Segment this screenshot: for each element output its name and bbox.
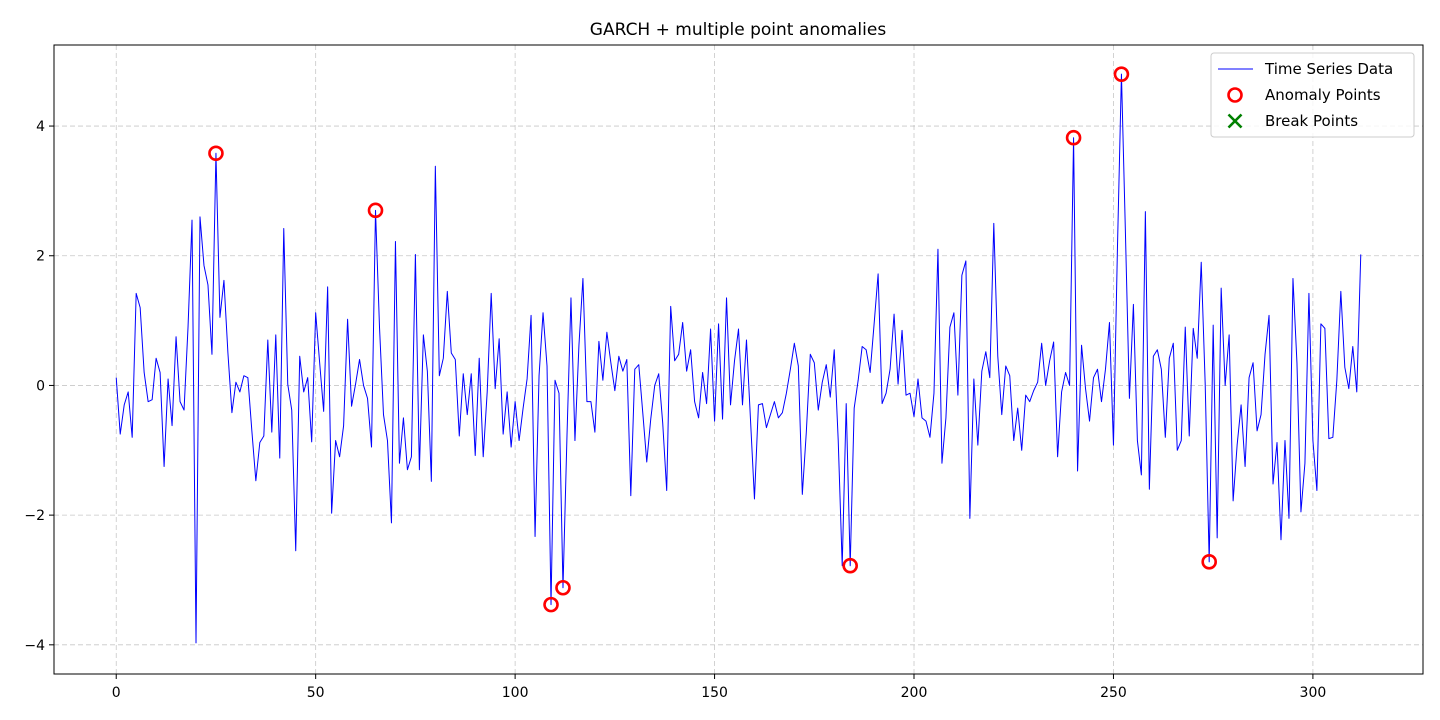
x-tick-label: 250 [1100, 685, 1127, 701]
x-tick-label: 0 [112, 685, 121, 701]
legend-box [1210, 52, 1415, 138]
anomaly-point [842, 557, 858, 574]
legend: Time Series Data Anomaly Points Break Poin… [1210, 52, 1415, 138]
x-tick-label: 100 [502, 685, 529, 701]
legend-label: Break Points [1265, 112, 1358, 130]
legend-circle-swatch [1227, 87, 1243, 103]
axes: 0 50 100 150 200 250 300 −4 −2 0 2 4 [24, 44, 1424, 701]
legend-label: Time Series Data [1264, 60, 1393, 78]
x-tick-label: 200 [901, 685, 928, 701]
plot-frame [53, 44, 1424, 675]
y-tick-label: −2 [24, 508, 45, 524]
chart-title: GARCH + multiple point anomalies [590, 20, 887, 40]
series-layer [115, 66, 1362, 644]
anomaly-point [1065, 129, 1082, 146]
anomaly-point [1201, 554, 1217, 570]
x-tick-label: 50 [307, 685, 325, 701]
y-tick-label: −4 [24, 638, 45, 654]
y-tick-label: 2 [36, 249, 45, 265]
y-tick-label: 0 [36, 378, 45, 394]
time-series-line [115, 73, 1362, 644]
anomaly-point [1113, 66, 1130, 82]
anomaly-point [555, 579, 571, 596]
anomaly-point [367, 202, 384, 219]
anomaly-point [208, 145, 224, 162]
legend-x-swatch [1227, 113, 1243, 129]
legend-label: Anomaly Points [1265, 86, 1381, 104]
x-tick-label: 300 [1300, 685, 1327, 701]
anomaly-point [543, 596, 559, 613]
grid-lines [54, 45, 1423, 674]
x-tick-label: 150 [701, 685, 728, 701]
y-tick-label: 4 [36, 119, 45, 135]
